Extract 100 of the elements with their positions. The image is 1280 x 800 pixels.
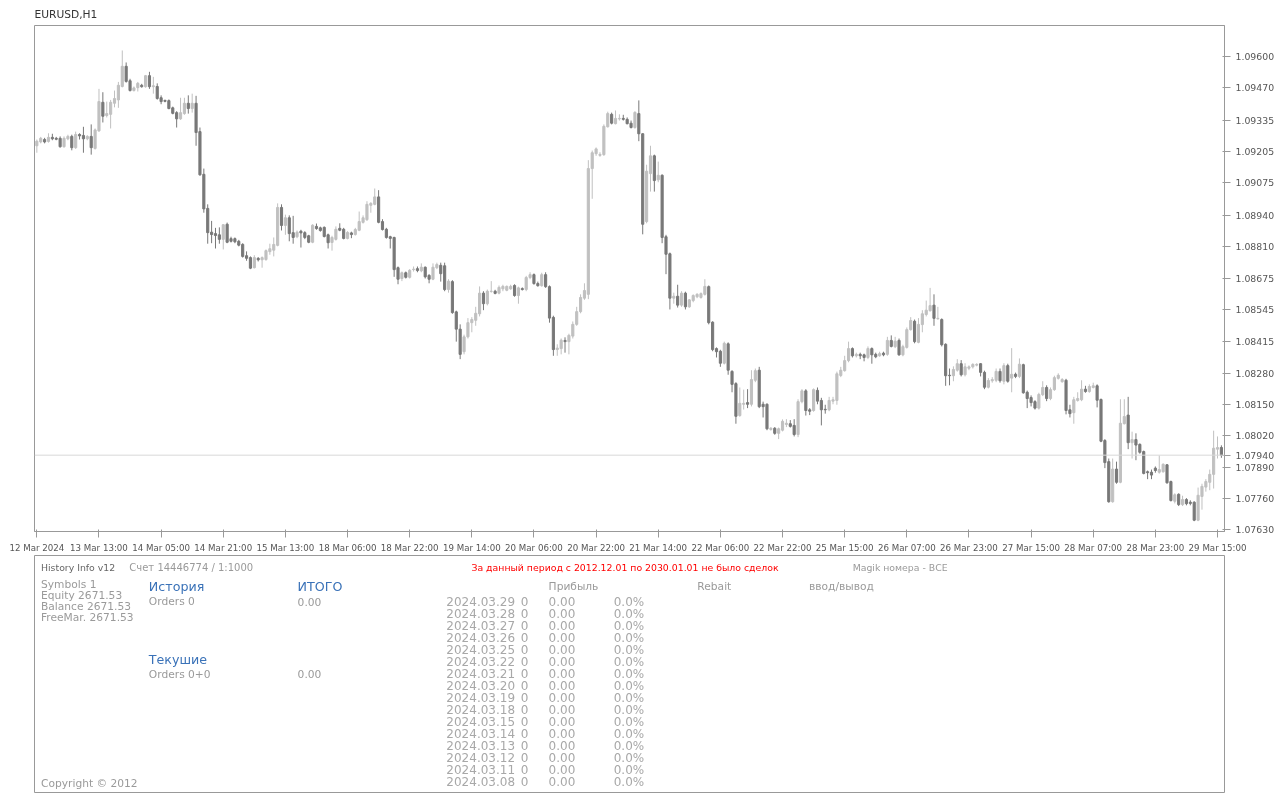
x-tick-label: 28 Mar 07:00 [1064,542,1123,553]
text: Прибыль [548,580,599,593]
candlestick [299,229,303,249]
candlestick [89,123,93,156]
candlestick [1072,396,1076,425]
text: Orders 0+0 [148,668,211,681]
text: 0.0% [613,750,645,765]
candlestick [676,284,680,309]
text: 0.0% [613,690,645,705]
candlestick [186,94,190,115]
text: 0.00 [548,703,576,717]
candlestick [1114,461,1119,485]
text: 0 [520,715,529,729]
x-tick-label: 22 Mar 06:00 [691,542,750,553]
text: 0.0% [613,702,645,717]
text: 0.00 [548,595,576,609]
text: 0 [520,619,529,633]
x-tick-label: 26 Mar 07:00 [877,542,936,553]
text: FreeMar. 2671.53 [41,611,134,624]
text: 2024.03.25 [446,643,516,657]
candlestick [769,426,773,432]
candlestick [563,336,567,354]
text: 2024.03.19 [446,691,516,705]
text: 0 [520,751,529,765]
candlestick [190,93,194,114]
text: 2024.03.14 [446,727,516,741]
y-tick-label: 1.08280 [1235,368,1275,380]
y-tick-label: 1.08020 [1235,430,1275,442]
text: 0.0% [613,618,645,633]
text: 0.00 [548,655,576,669]
y-tick-label: 1.08940 [1235,209,1275,221]
candlestick [932,293,936,327]
text: 0.00 [548,679,576,693]
text: 0.00 [548,607,576,621]
candlestick [478,285,482,317]
y-tick-label: 1.08150 [1235,399,1275,411]
x-tick-label: 20 Mar 22:00 [567,542,625,553]
x-tick-label: 27 Mar 15:00 [1002,542,1060,553]
text: 0 [520,775,529,789]
text: 2024.03.22 [446,655,516,669]
x-tick-label: 18 Mar 22:00 [380,542,439,553]
x-tick-label: 22 Mar 22:00 [753,542,812,553]
y-tick-label: 1.07630 [1235,524,1275,536]
y-tick-label: 1.08675 [1235,273,1275,285]
candlestick [656,161,660,183]
text: 0.00 [548,727,576,741]
text: 0.0% [613,594,645,609]
text: Symbols 1 [41,578,97,591]
candlestick [936,306,940,321]
candlestick [916,317,921,344]
text: 0 [520,679,529,693]
text: 0 [520,631,529,645]
candlestick [1029,394,1033,407]
text: Copyright © 2012 [41,777,138,790]
text: 0.0% [613,642,645,657]
text: 2024.03.08 [446,775,516,789]
text: 0.00 [548,643,576,657]
text: За данный период с 2012.12.01 по 2030.01.01 не было сделок [471,562,779,573]
candlestick [1006,363,1010,384]
text: 2024.03.27 [446,619,516,633]
text: 2024.03.13 [446,739,516,753]
text: 0.00 [297,667,322,681]
text: 2024.03.21 [446,667,516,681]
text: 2024.03.11 [446,763,516,777]
chart-title: EURUSD,H1 [34,7,98,21]
text: 0.00 [548,751,576,765]
x-tick-label: 29 Mar 15:00 [1188,542,1247,553]
y-tick-label: 1.09470 [1235,82,1275,94]
text: 0 [520,643,529,657]
text: 0.0% [613,762,645,777]
x-tick-label: 26 Mar 23:00 [940,542,998,553]
text: 0.0% [613,774,645,789]
text: 2024.03.20 [446,679,516,693]
y-tick-label: 1.07890 [1235,461,1275,473]
y-tick-label: 1.09600 [1235,51,1275,63]
candlestick [287,214,291,242]
text: ввод/вывод [808,580,874,593]
text: 0.00 [548,739,576,753]
x-tick-label: 20 Mar 06:00 [505,542,563,553]
text: 0.0% [613,738,645,753]
text: 0 [520,655,529,669]
text: Счет 14446774 / 1:1000 [129,562,254,573]
text: 0.0% [613,654,645,669]
y-tick-label: 1.09335 [1235,114,1275,126]
candlestick [804,388,808,417]
candlestick [365,200,369,222]
text: 0.00 [548,667,576,681]
x-tick-label: 25 Mar 15:00 [815,542,874,553]
text: 0 [520,727,529,741]
x-tick-label: 19 Mar 14:00 [442,542,501,553]
text: 0.00 [297,595,322,609]
text: 0.0% [613,726,645,741]
x-tick-label: 14 Mar 21:00 [194,542,253,553]
y-tick-label: 1.08810 [1235,240,1275,252]
candlestick [109,99,113,129]
text: 0 [520,691,529,705]
text: Текушие [147,652,208,667]
candlestick [1130,431,1134,460]
text: 0.0% [613,714,645,729]
text: 0.00 [548,631,576,645]
